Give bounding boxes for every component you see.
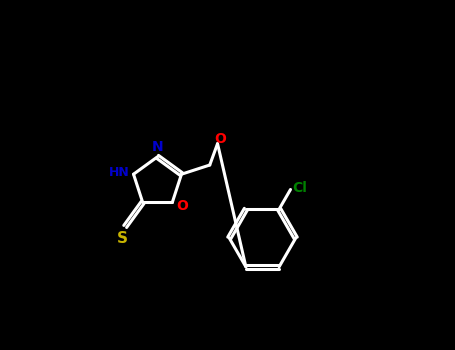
Text: HN: HN: [108, 166, 129, 179]
Text: O: O: [214, 132, 226, 146]
Text: Cl: Cl: [292, 181, 307, 195]
Text: O: O: [176, 199, 188, 213]
Text: N: N: [152, 140, 163, 154]
Text: S: S: [117, 231, 128, 246]
